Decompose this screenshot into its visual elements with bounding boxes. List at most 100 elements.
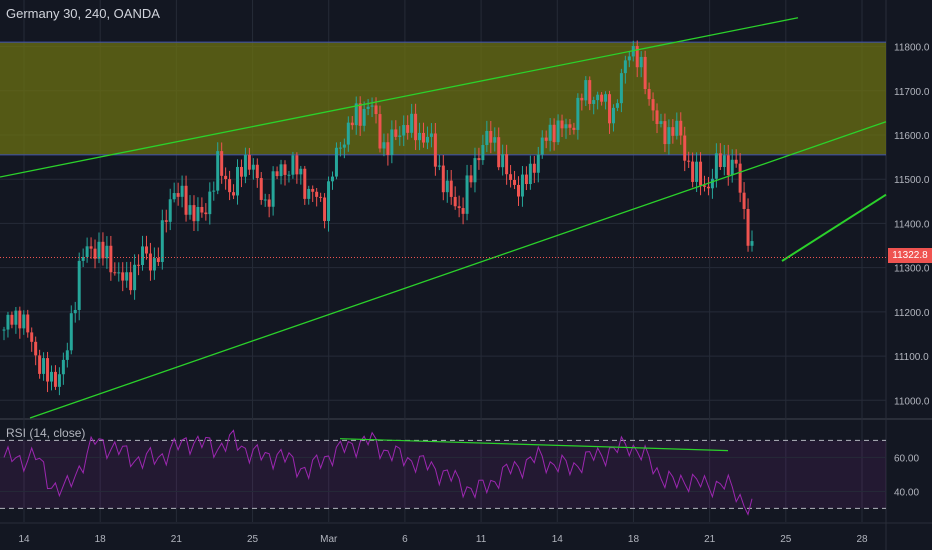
- candle-body: [77, 260, 81, 310]
- candle-body: [49, 371, 53, 382]
- candle-body: [362, 108, 366, 126]
- candle-body: [172, 193, 176, 200]
- time-tick-label: 21: [704, 534, 716, 545]
- candle-body: [255, 164, 259, 179]
- candle-body: [65, 350, 69, 360]
- rsi-line: [3, 429, 753, 516]
- candle-body: [251, 164, 255, 170]
- rsi-divergence-line: [339, 438, 729, 452]
- candle-body: [730, 159, 734, 176]
- candle-body: [520, 174, 524, 197]
- price-tick-label: 11300.0: [894, 264, 930, 275]
- candle-body: [588, 80, 592, 104]
- candle-body: [109, 245, 113, 273]
- price-tick-label: 11600.0: [894, 131, 930, 142]
- candle-body: [386, 142, 390, 155]
- candle-body: [572, 127, 576, 130]
- candle-body: [30, 332, 34, 342]
- candle-body: [160, 220, 164, 262]
- candle-body: [699, 161, 703, 186]
- candle-body: [330, 176, 334, 182]
- candle-body: [6, 314, 10, 330]
- candle-body: [544, 137, 548, 141]
- candle-body: [703, 185, 707, 187]
- candle-body: [675, 120, 679, 136]
- candle-body: [69, 313, 73, 351]
- candle-body: [683, 135, 687, 161]
- candle-body: [647, 89, 651, 100]
- candle-body: [224, 175, 228, 180]
- candle-body: [236, 166, 240, 196]
- candle-body: [465, 175, 469, 214]
- candle-body: [259, 178, 263, 200]
- candle-body: [338, 147, 342, 149]
- upper-channel-line: [0, 17, 799, 178]
- candle-body: [449, 180, 453, 197]
- candle-body: [271, 171, 275, 207]
- candle-body: [695, 161, 699, 182]
- candle-body: [247, 154, 251, 170]
- candle-body: [323, 197, 327, 222]
- candle-body: [133, 264, 137, 291]
- candle-body: [346, 122, 350, 145]
- candle-body: [433, 133, 437, 167]
- candle-body: [611, 107, 615, 124]
- candle-body: [200, 206, 204, 213]
- lower-channel-line: [29, 121, 887, 419]
- candle-body: [714, 153, 718, 179]
- projection-line: [781, 193, 887, 262]
- candle-body: [148, 253, 152, 271]
- candle-body: [188, 205, 192, 215]
- candle-body: [125, 272, 129, 281]
- candle-body: [750, 241, 754, 246]
- candle-body: [418, 132, 422, 141]
- candles: [2, 40, 754, 396]
- candle-body: [303, 168, 307, 199]
- time-tick-label: 11: [476, 534, 487, 545]
- candle-body: [552, 124, 556, 143]
- candle-body: [635, 46, 639, 68]
- time-tick-label: 28: [856, 534, 868, 545]
- candle-body: [493, 137, 497, 143]
- candle-body: [584, 80, 588, 101]
- candle-body: [445, 180, 449, 193]
- price-tick-label: 11800.0: [894, 43, 930, 54]
- candle-body: [370, 105, 374, 107]
- candle-body: [600, 94, 604, 102]
- candle-body: [528, 163, 532, 185]
- candle-body: [473, 158, 477, 183]
- candle-body: [243, 154, 247, 177]
- candle-body: [659, 121, 663, 124]
- candle-body: [93, 248, 97, 259]
- candle-body: [516, 184, 520, 197]
- candle-body: [26, 314, 30, 333]
- candle-body: [469, 175, 473, 183]
- candle-body: [295, 155, 299, 175]
- rsi-title: RSI (14, close): [6, 426, 86, 440]
- time-tick-label: 14: [18, 534, 30, 545]
- time-tick-label: Mar: [320, 534, 338, 545]
- candle-body: [497, 137, 501, 168]
- candle-body: [706, 186, 710, 189]
- candle-body: [85, 246, 89, 258]
- candle-body: [327, 181, 331, 222]
- candle-body: [592, 100, 596, 104]
- candle-body: [216, 151, 220, 191]
- candle-body: [208, 191, 212, 215]
- candle-body: [576, 97, 580, 130]
- price-tick-label: 11000.0: [894, 396, 930, 407]
- candle-body: [414, 113, 418, 141]
- candle-body: [548, 124, 552, 141]
- current-price-tag: 11322.8: [888, 248, 932, 263]
- candle-body: [422, 132, 426, 143]
- rsi-band-fill: [0, 440, 886, 509]
- candle-body: [81, 257, 85, 261]
- rsi-tick-label: 40.00: [894, 487, 919, 498]
- candle-body: [334, 147, 338, 177]
- candle-body: [97, 241, 101, 259]
- candle-body: [164, 220, 168, 222]
- candle-body: [513, 179, 517, 185]
- candle-body: [679, 120, 683, 136]
- candle-body: [18, 310, 22, 329]
